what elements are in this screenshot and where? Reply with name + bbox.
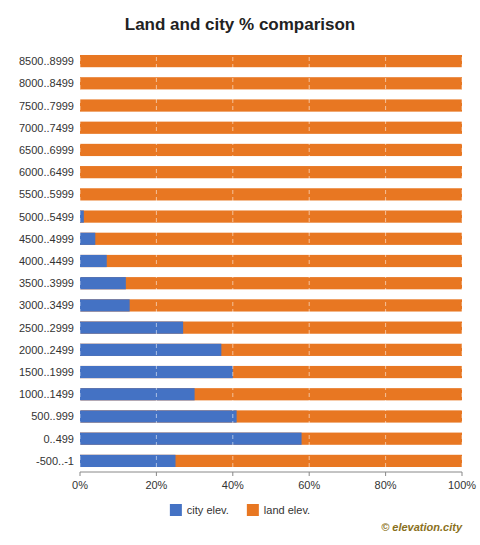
y-tick-label: 3000..3499 [19, 299, 74, 311]
bar [80, 233, 462, 245]
bar [80, 322, 462, 334]
bar [80, 210, 462, 222]
x-axis-line [80, 472, 462, 473]
bar [80, 433, 302, 445]
bar [80, 233, 95, 245]
bar [80, 344, 221, 356]
bar [80, 255, 107, 267]
x-tick-label: 100% [448, 479, 476, 491]
bar [80, 99, 462, 111]
grid-line [80, 50, 81, 472]
grid [80, 50, 462, 472]
bar [80, 255, 462, 267]
bar [80, 277, 462, 289]
bar [80, 433, 462, 445]
y-tick-label: 5000..5499 [19, 211, 74, 223]
y-tick-label: 8500..8999 [19, 55, 74, 67]
title: Land and city % comparison [125, 15, 356, 34]
bar [80, 410, 462, 422]
y-tick-label: 1000..1499 [19, 388, 74, 400]
series-bars [80, 55, 462, 467]
legend-label: city elev. [187, 504, 229, 516]
y-tick-label: 7000..7499 [19, 122, 74, 134]
x-ticks: 0% 20% 40% 60% 80% 100% [72, 472, 476, 491]
x-tick [156, 472, 157, 476]
bar [80, 299, 462, 311]
bar [80, 388, 195, 400]
y-ticks: 8500..8999 8000..8499 7500..7999 7000..7499… [19, 55, 74, 467]
x-tick [232, 472, 233, 476]
annotation: © elevation.city [381, 521, 463, 533]
legend: city elev. land elev. [170, 504, 310, 516]
x-tick [462, 472, 463, 476]
x-tick-label: 20% [145, 479, 167, 491]
series-bars [80, 210, 302, 467]
bar [80, 366, 462, 378]
chart: Land and city % comparison 0% 20% 40% 60% 80%… [0, 0, 480, 545]
y-tick-label: 6500..6999 [19, 144, 74, 156]
legend-label: land elev. [264, 504, 310, 516]
y-tick-label: 3500..3999 [19, 277, 74, 289]
bar [80, 210, 84, 222]
x-tick-label: 40% [222, 479, 244, 491]
x-tick-label: 60% [298, 479, 320, 491]
bar [80, 344, 462, 356]
y-tick-label: 2500..2999 [19, 322, 74, 334]
legend-swatch [247, 504, 259, 516]
bars [80, 55, 462, 467]
y-tick-label: 8000..8499 [19, 77, 74, 89]
x-tick [80, 472, 81, 476]
bar [80, 388, 462, 400]
bar [80, 455, 462, 467]
x-tick [385, 472, 386, 476]
y-tick-label: 6000..6499 [19, 166, 74, 178]
bar [80, 166, 462, 178]
grid-line [462, 50, 463, 472]
bar [80, 455, 176, 467]
y-tick-label: 5500..5999 [19, 188, 74, 200]
y-tick-label: 0..499 [43, 433, 74, 445]
y-tick-label: 1500..1999 [19, 366, 74, 378]
y-tick-label: 4000..4499 [19, 255, 74, 267]
bar [80, 299, 130, 311]
y-tick-label: 7500..7999 [19, 100, 74, 112]
bar [80, 55, 462, 67]
bar [80, 144, 462, 156]
x-tick [309, 472, 310, 476]
bar [80, 122, 462, 134]
y-tick-label: 4500..4999 [19, 233, 74, 245]
bar [80, 410, 237, 422]
bar [80, 277, 126, 289]
y-tick-label: 500..999 [31, 410, 74, 422]
y-tick-label: -500..-1 [36, 455, 74, 467]
y-tick-label: 2000..2499 [19, 344, 74, 356]
grid-line [385, 50, 386, 472]
bar [80, 188, 462, 200]
bar [80, 322, 183, 334]
grid-line [232, 50, 233, 472]
x-tick-label: 0% [72, 479, 88, 491]
bar [80, 77, 462, 89]
grid-line [156, 50, 157, 472]
x-tick-label: 80% [375, 479, 397, 491]
grid-line [309, 50, 310, 472]
legend-swatch [170, 504, 182, 516]
